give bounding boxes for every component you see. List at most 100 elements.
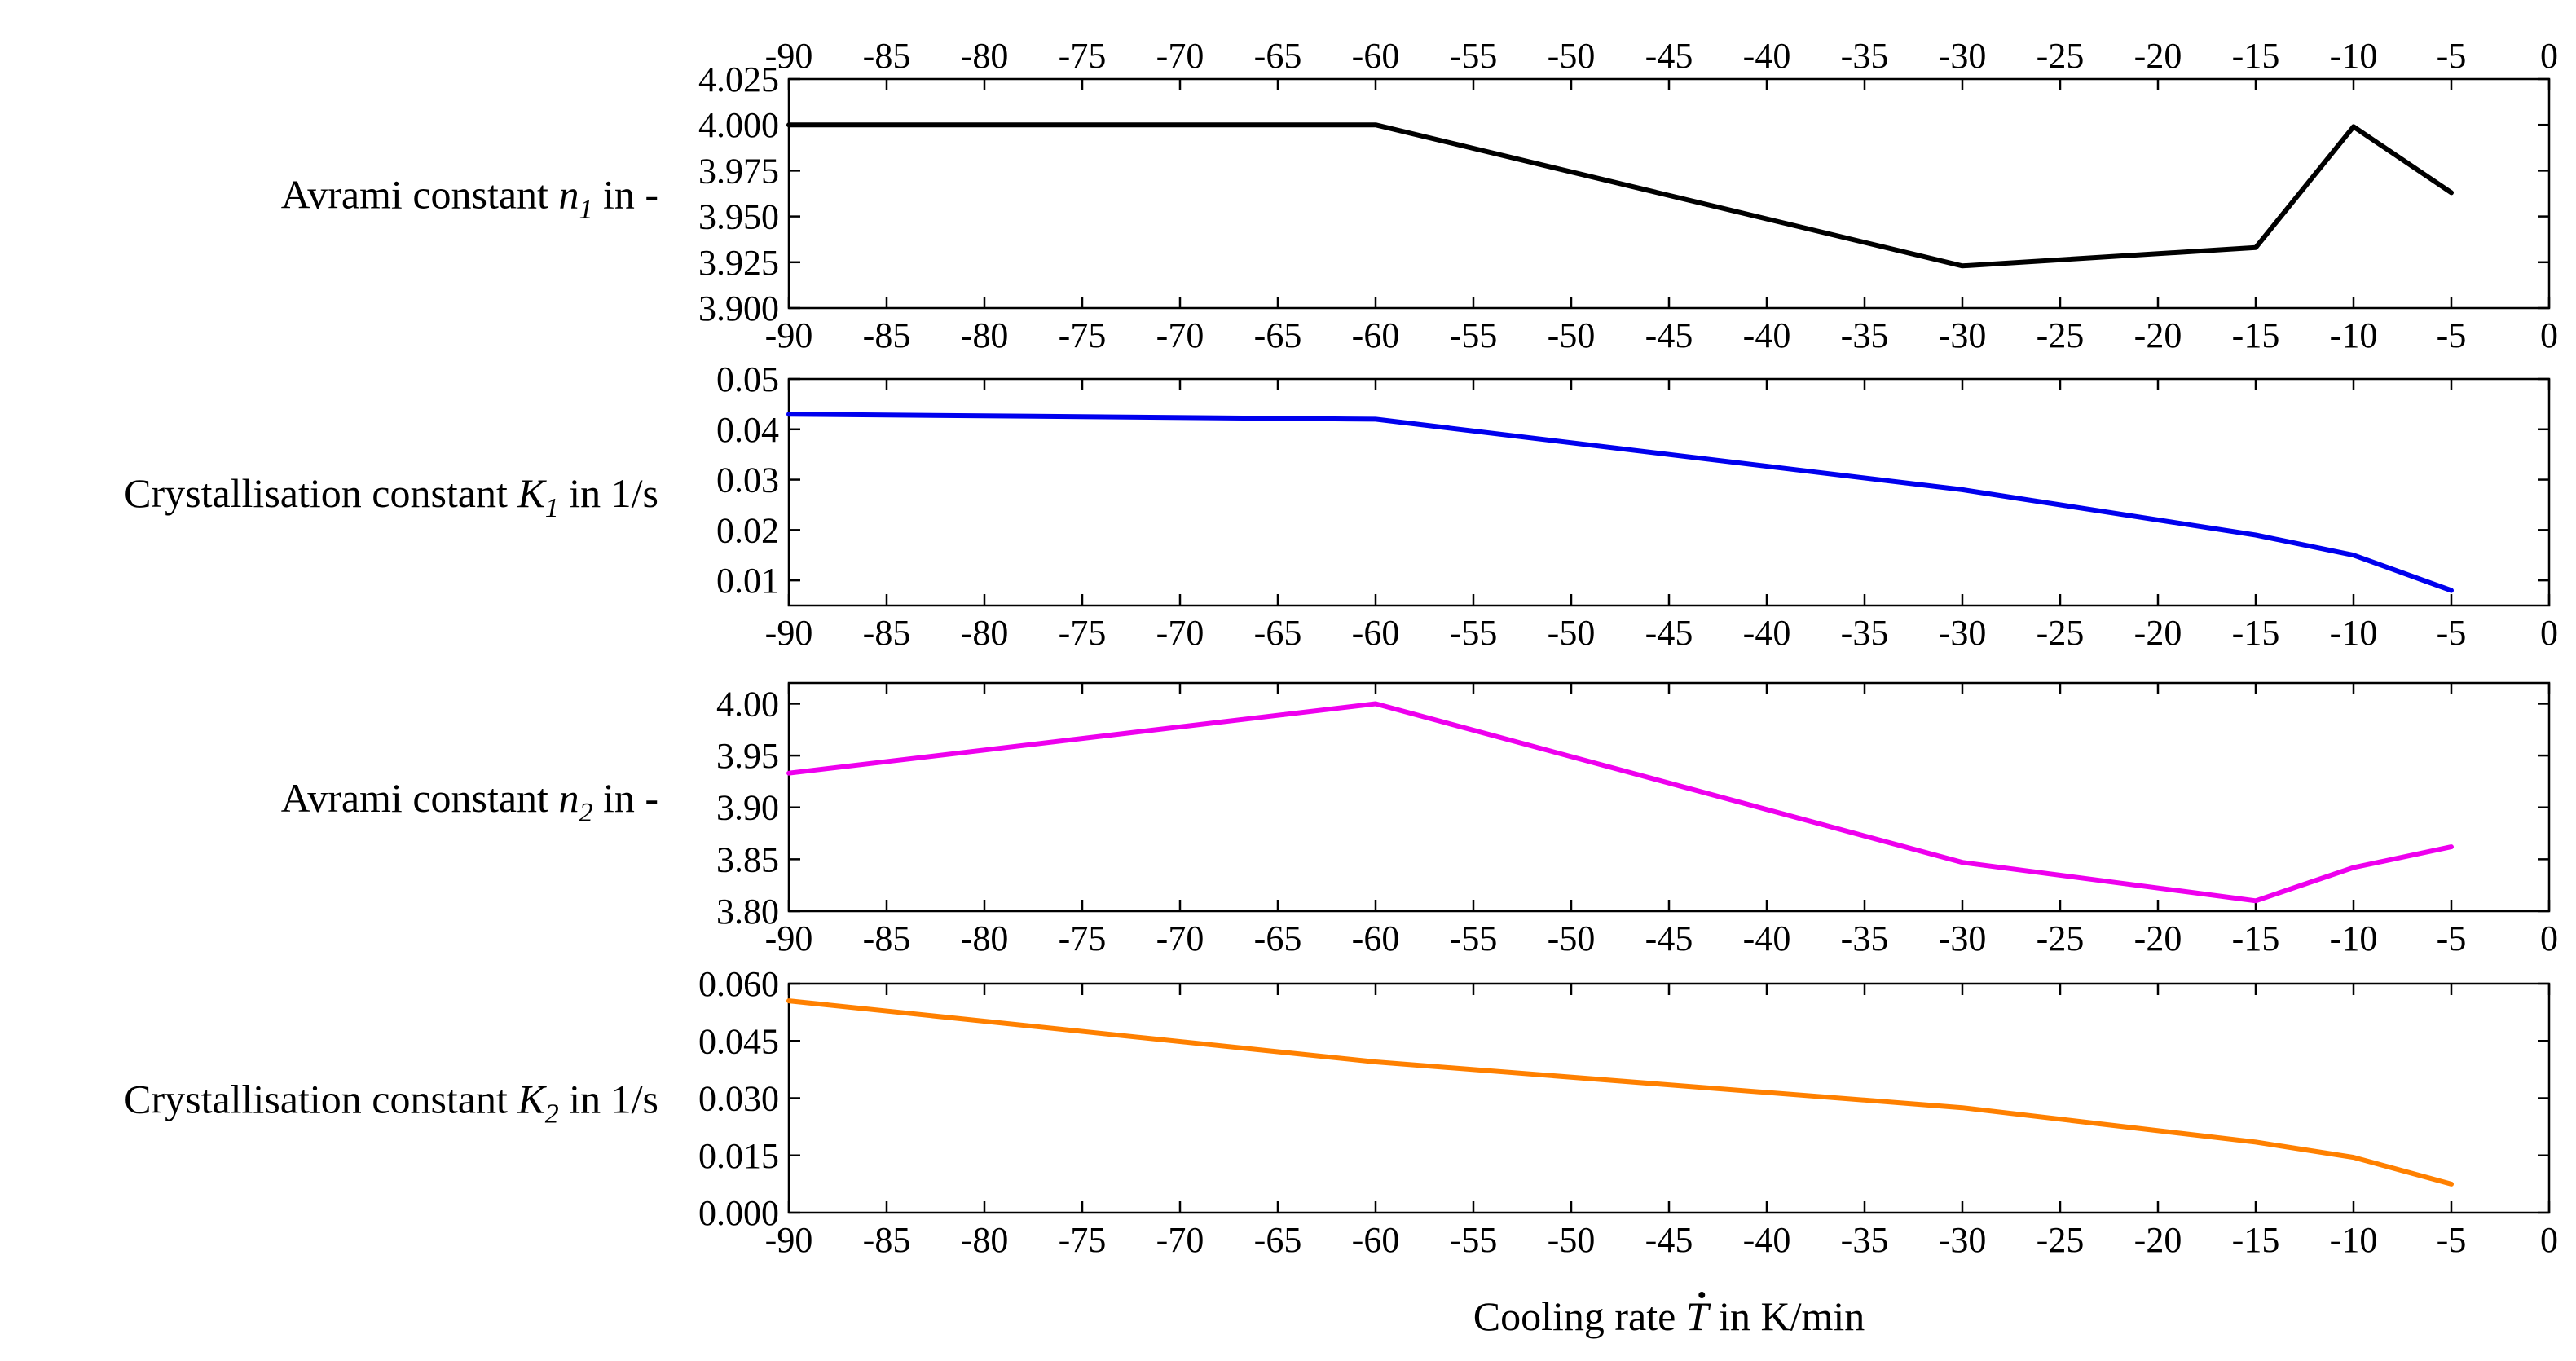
plot-frame	[787, 377, 2551, 607]
x-tick-label-top: -30	[1939, 36, 1987, 76]
y-label-subscript: 1	[545, 493, 559, 523]
x-tick-label: -85	[863, 918, 911, 958]
time-derivative-dot-icon	[1698, 1292, 1706, 1298]
x-tick-label: -70	[1156, 918, 1204, 958]
y-tick-label: 3.975	[698, 151, 779, 191]
y-label-subscript: 1	[579, 195, 592, 225]
y-axis-label: Crystallisation constant K1 in 1/s	[124, 470, 658, 523]
x-tick-label: -20	[2134, 315, 2182, 355]
x-tick-label-top: -70	[1156, 36, 1204, 76]
y-tick-label: 4.00	[716, 684, 779, 724]
x-tick-label: -15	[2232, 918, 2280, 958]
y-label-prefix: Crystallisation constant	[124, 1077, 517, 1122]
x-tick-label: 0	[2540, 918, 2558, 958]
series-line	[786, 701, 2454, 904]
y-label-subscript: 2	[579, 798, 592, 828]
y-tick-label: 0.04	[716, 410, 779, 450]
x-tick-label: -60	[1352, 918, 1400, 958]
x-tick-label: -60	[1352, 613, 1400, 653]
y-label-subscript: 2	[545, 1099, 559, 1130]
x-tick-label: -25	[2037, 613, 2085, 653]
x-tick-label: -45	[1645, 1220, 1693, 1260]
y-tick-label: 0.015	[698, 1136, 779, 1176]
x-tick-label: -20	[2134, 918, 2182, 958]
plot-frame	[787, 681, 2551, 913]
y-tick-label: 0.030	[698, 1079, 779, 1119]
x-tick-label: -80	[961, 315, 1009, 355]
x-tick-label: -55	[1450, 918, 1498, 958]
x-tick-label: -15	[2232, 315, 2280, 355]
x-tick-label: 0	[2540, 613, 2558, 653]
x-tick-label: -50	[1548, 315, 1596, 355]
x-tick-label: -75	[1059, 613, 1107, 653]
x-tick-label: -10	[2330, 315, 2378, 355]
x-tick-label: -60	[1352, 1220, 1400, 1260]
plot-frame	[787, 982, 2551, 1214]
x-tick-label: -10	[2330, 613, 2378, 653]
x-tick-label-top: -20	[2134, 36, 2182, 76]
panel-3: -90 -85 -80 -75 -70 -65 -60 -55 -50 -45 -40 -35 -30-…	[281, 681, 2558, 958]
y-tick-label: 3.925	[698, 243, 779, 283]
x-tick-label: -80	[961, 613, 1009, 653]
y-label-suffix: in 1/s	[559, 1077, 658, 1122]
x-tick-label: -10	[2330, 1220, 2378, 1260]
x-tick-label: -70	[1156, 613, 1204, 653]
panel-1: -90 -90 -85 -85 -80 -80 -75 -75 -70 -70 -65 -65 -60 -…	[281, 36, 2558, 355]
x-tick-label: -20	[2134, 613, 2182, 653]
x-tick-label: -35	[1841, 1220, 1889, 1260]
x-tick-label: -30	[1939, 315, 1987, 355]
x-tick-label-top: -45	[1645, 36, 1693, 76]
x-tick-label-top: -15	[2232, 36, 2280, 76]
x-tick-label: -45	[1645, 315, 1693, 355]
y-label-prefix: Avrami constant	[281, 775, 559, 821]
x-tick-label: -75	[1059, 315, 1107, 355]
y-label-prefix: Crystallisation constant	[124, 470, 517, 516]
x-tick-label: -15	[2232, 1220, 2280, 1260]
y-label-variable: K	[517, 1077, 547, 1122]
y-axis-label: Avrami constant n2 in -	[281, 775, 658, 828]
x-tick-label-top: -50	[1548, 36, 1596, 76]
x-tick-label: -35	[1841, 613, 1889, 653]
x-tick-label-top: -5	[2437, 36, 2467, 76]
x-tick-label: -55	[1450, 315, 1498, 355]
y-tick-label: 3.95	[716, 736, 779, 776]
y-axis-label: Crystallisation constant K2 in 1/s	[124, 1077, 658, 1130]
x-tick-label: -75	[1059, 1220, 1107, 1260]
x-tick-label: -40	[1743, 315, 1791, 355]
x-tick-label: -30	[1939, 1220, 1987, 1260]
y-label-suffix: in 1/s	[559, 470, 658, 516]
x-tick-label: -65	[1254, 1220, 1302, 1260]
y-label-prefix: Avrami constant	[281, 172, 559, 218]
x-tick-label: -85	[863, 315, 911, 355]
x-tick-label-top: -40	[1743, 36, 1791, 76]
series-line	[786, 998, 2454, 1187]
y-tick-label: 0.05	[716, 359, 779, 399]
x-tick-label: -50	[1548, 613, 1596, 653]
x-tick-label-top: -55	[1450, 36, 1498, 76]
x-tick-label: -25	[2037, 918, 2085, 958]
x-tick-label: -80	[961, 918, 1009, 958]
y-tick-label: 4.000	[698, 105, 779, 145]
x-tick-label: -90	[765, 918, 813, 958]
x-tick-label: 0	[2540, 315, 2558, 355]
x-tick-label: -65	[1254, 613, 1302, 653]
x-tick-label-top: -25	[2037, 36, 2085, 76]
x-tick-label: -15	[2232, 613, 2280, 653]
x-tick-label: -5	[2437, 918, 2467, 958]
x-tick-label: -5	[2437, 315, 2467, 355]
x-tick-label: -25	[2037, 1220, 2085, 1260]
x-tick-label: -30	[1939, 918, 1987, 958]
y-label-suffix: in -	[592, 172, 658, 218]
y-tick-label: 0.03	[716, 460, 779, 500]
x-tick-label-top: -65	[1254, 36, 1302, 76]
x-tick-label: -80	[961, 1220, 1009, 1260]
y-tick-label: 3.85	[716, 839, 779, 879]
x-tick-label: -30	[1939, 613, 1987, 653]
x-axis-label: Cooling rate T in K/min	[1473, 1293, 1865, 1339]
y-tick-label: 0.000	[698, 1193, 779, 1233]
x-tick-label-top: -85	[863, 36, 911, 76]
x-tick-label: -50	[1548, 1220, 1596, 1260]
x-tick-label: -50	[1548, 918, 1596, 958]
y-label-suffix: in -	[592, 775, 658, 821]
